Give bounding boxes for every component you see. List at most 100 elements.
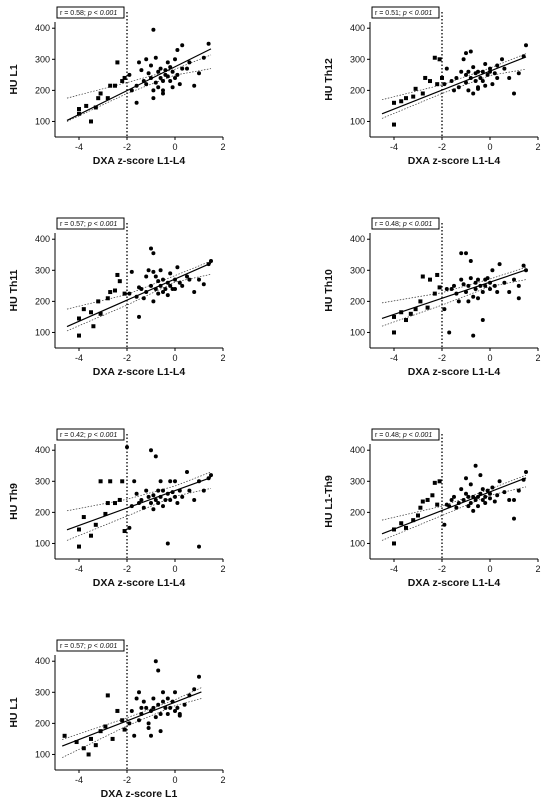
- data-point-square: [432, 55, 437, 60]
- data-point-circle: [466, 88, 471, 93]
- data-point-circle: [175, 47, 180, 52]
- data-point-circle: [173, 690, 177, 695]
- data-point-circle: [516, 283, 521, 288]
- data-point-circle: [185, 66, 189, 71]
- data-point-circle: [516, 71, 521, 76]
- stats-p-value: p < 0.001: [87, 643, 117, 650]
- stats-p-value: p < 0.001: [87, 221, 117, 228]
- data-point-circle: [471, 294, 476, 299]
- x-tick-label: -2: [123, 142, 131, 152]
- data-point-circle: [149, 733, 153, 738]
- data-point-circle: [153, 497, 158, 502]
- data-point-circle: [165, 712, 170, 717]
- data-point-circle: [151, 696, 156, 701]
- data-point-circle: [165, 541, 170, 546]
- ci-lower-band: [66, 273, 212, 332]
- data-point-circle: [464, 491, 468, 496]
- x-tick-label: -2: [438, 353, 446, 363]
- data-point-circle: [483, 501, 488, 506]
- data-point-circle: [466, 283, 471, 288]
- data-point-circle: [158, 283, 163, 288]
- data-point-circle: [209, 473, 213, 478]
- x-tick-label: -2: [123, 564, 131, 574]
- data-point-circle: [483, 283, 488, 288]
- data-point-circle: [173, 277, 177, 282]
- data-point-circle: [483, 494, 488, 499]
- stats-annotation: r = 0.51; p < 0.001: [375, 10, 432, 17]
- data-point-circle: [449, 286, 454, 291]
- x-tick-label: 0: [172, 775, 177, 785]
- data-point-circle: [146, 268, 151, 273]
- data-point-square: [392, 527, 396, 532]
- data-point-circle: [461, 282, 466, 287]
- data-point-circle: [153, 454, 158, 459]
- chart-panel-1: 100 200 300 400 -4 -2 0 2 DXA z-score L1-L4 HU L1…: [8, 6, 226, 167]
- data-point-circle: [156, 85, 161, 90]
- data-point-circle: [168, 479, 173, 484]
- stats-annotation: r = 0.42; p < 0.001: [60, 432, 117, 439]
- ci-lower-band: [66, 68, 212, 122]
- data-point-circle: [468, 501, 473, 506]
- y-tick-label: 300: [35, 687, 50, 697]
- data-point-circle: [168, 271, 173, 276]
- data-point-circle: [173, 286, 177, 291]
- data-point-square: [418, 505, 423, 510]
- data-point-square: [411, 94, 416, 99]
- data-point-square: [108, 479, 113, 484]
- data-point-circle: [461, 57, 466, 62]
- data-point-circle: [464, 251, 468, 256]
- data-point-circle: [197, 674, 201, 679]
- data-point-circle: [473, 497, 478, 502]
- chart-panel-2: 100 200 300 400 -4 -2 0 2 DXA z-score L1-L4 HU Th…: [323, 6, 541, 167]
- data-point-circle: [146, 494, 151, 499]
- stats-annotation: r = 0.58; p < 0.001: [60, 10, 117, 17]
- y-tick-label: 200: [350, 296, 365, 306]
- data-point-circle: [134, 696, 139, 701]
- data-point-circle: [137, 314, 141, 319]
- data-point-circle: [488, 491, 492, 496]
- stats-annotation: r = 0.48; p < 0.001: [375, 221, 432, 228]
- data-point-circle: [495, 63, 500, 68]
- data-point-circle: [156, 668, 161, 673]
- data-point-circle: [192, 290, 197, 295]
- data-point-circle: [185, 469, 189, 474]
- data-point-circle: [134, 491, 139, 496]
- x-tick-label: -2: [123, 353, 131, 363]
- data-point-circle: [459, 277, 464, 282]
- data-point-square: [399, 521, 404, 526]
- data-point-square: [120, 479, 125, 484]
- stats-r-value: r = 0.57;: [60, 221, 88, 228]
- data-point-square: [81, 515, 86, 520]
- data-point-circle: [153, 80, 158, 85]
- x-tick-label: -4: [75, 353, 83, 363]
- x-tick-label: 0: [172, 564, 177, 574]
- stats-box: [371, 217, 440, 230]
- stats-p-value: p < 0.001: [87, 10, 117, 17]
- data-point-circle: [153, 715, 158, 720]
- data-point-circle: [165, 696, 170, 701]
- data-point-square: [89, 119, 93, 124]
- data-point-circle: [137, 718, 141, 723]
- data-point-circle: [471, 65, 476, 70]
- data-point-circle: [161, 699, 165, 704]
- data-point-circle: [464, 476, 468, 481]
- data-point-square: [103, 724, 108, 729]
- data-point-square: [115, 60, 120, 65]
- data-point-circle: [175, 265, 180, 270]
- stats-box: [371, 428, 440, 441]
- x-tick-label: 2: [220, 775, 225, 785]
- chart-panel-7: 100 200 300 400 -4 -2 0 2 DXA z-score L1 HU L1 r =…: [8, 639, 226, 800]
- y-tick-label: 200: [35, 296, 50, 306]
- data-point-circle: [471, 91, 476, 96]
- data-point-circle: [490, 82, 495, 87]
- data-point-circle: [473, 79, 478, 84]
- data-point-square: [93, 522, 98, 527]
- y-tick-label: 100: [350, 327, 365, 337]
- data-point-square: [399, 99, 404, 104]
- data-point-circle: [146, 71, 151, 76]
- data-point-circle: [187, 488, 192, 493]
- data-point-circle: [485, 488, 490, 493]
- data-point-square: [110, 736, 115, 741]
- data-point-square: [77, 107, 81, 112]
- y-tick-label: 400: [35, 656, 50, 666]
